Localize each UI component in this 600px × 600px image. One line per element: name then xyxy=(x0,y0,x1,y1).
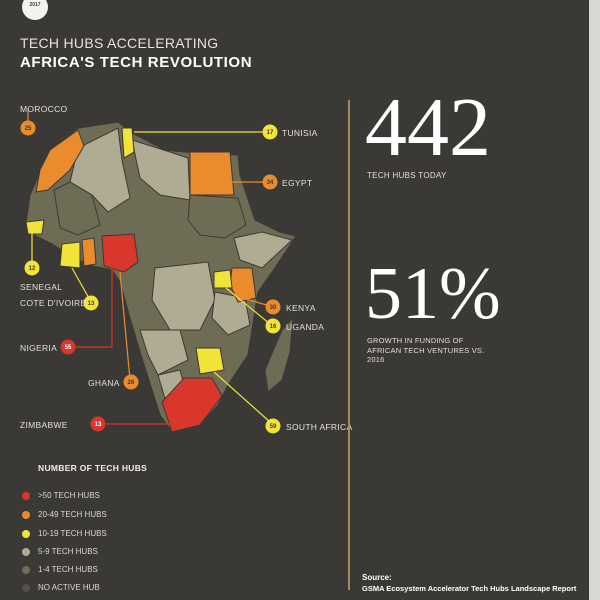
africa-map: 25 17 34 12 13 55 26 30 16 59 13 xyxy=(20,108,297,434)
uganda-badge-value: 16 xyxy=(270,324,277,330)
ghana-leader xyxy=(119,271,131,381)
kenya-badge-value: 30 xyxy=(270,305,277,311)
zimbabwe-badge xyxy=(265,418,281,434)
legend-swatch-dark-olive xyxy=(22,566,30,574)
divider-line xyxy=(348,100,350,590)
legend-label: 5-9 TECH HUBS xyxy=(38,547,98,556)
label-south-africa: ZIMBABWE xyxy=(20,420,68,430)
nigeria-badge xyxy=(60,339,76,355)
angola xyxy=(139,329,189,376)
uganda-badge xyxy=(265,318,281,334)
legend-title: NUMBER OF TECH HUBS xyxy=(38,463,148,473)
source-text: GSMA Ecosystem Accelerator Tech Hubs Lan… xyxy=(362,584,577,593)
legend-label: 10-19 TECH HUBS xyxy=(38,529,107,538)
title-line-2: AFRICA'S TECH REVOLUTION xyxy=(20,54,253,71)
mali xyxy=(53,181,101,236)
morocco-badge-value: 25 xyxy=(25,126,32,132)
ghana-badge-value: 26 xyxy=(128,380,135,386)
legend-label: 1-4 TECH HUBS xyxy=(38,565,98,574)
title-line-1: TECH HUBS ACCELERATING xyxy=(20,35,219,51)
nigeria-leader xyxy=(70,262,113,348)
ghana-badge xyxy=(123,374,139,390)
morocco-badge xyxy=(20,120,36,136)
tunisia-badge xyxy=(262,124,278,140)
congo-drc xyxy=(151,261,216,331)
cote-divoire-leader xyxy=(71,267,91,301)
egypt-badge-value: 34 xyxy=(267,180,274,186)
legend-swatch-no-hub xyxy=(22,584,30,592)
label-zimbabwe: SOUTH AFRICA xyxy=(286,422,353,432)
stat-hubs-caption: TECH HUBS TODAY xyxy=(367,171,447,180)
right-edge-strip xyxy=(589,0,600,600)
egypt-region xyxy=(189,151,235,196)
cote-divoire-badge xyxy=(83,295,99,311)
kenya-badge xyxy=(265,299,281,315)
legend-swatch-light-olive xyxy=(22,548,30,556)
source-label: Source: xyxy=(362,573,392,582)
zimbabwe-badge-value: 59 xyxy=(270,424,277,430)
label-egypt: EGYPT xyxy=(282,178,313,188)
senegal-region xyxy=(25,219,45,235)
south-africa-badge-value: 13 xyxy=(95,422,102,428)
sudan xyxy=(187,194,247,239)
morocco-region xyxy=(35,129,85,193)
label-uganda: UGANDA xyxy=(286,322,325,332)
ethiopia xyxy=(233,231,294,269)
south-africa-badge xyxy=(90,416,106,432)
uganda-leader xyxy=(225,287,271,325)
legend-swatch-orange xyxy=(22,511,30,519)
stat-growth-value: 51% xyxy=(365,253,501,335)
tunisia-badge-value: 17 xyxy=(267,130,274,136)
label-kenya: KENYA xyxy=(286,303,316,313)
egypt-badge xyxy=(262,174,278,190)
cote-divoire-region xyxy=(59,241,81,269)
stat-growth-caption: GROWTH IN FUNDING OF AFRICAN TECH VENTUR… xyxy=(367,336,485,364)
zimbabwe-leader xyxy=(213,371,271,423)
cote-divoire-badge-value: 13 xyxy=(88,301,95,307)
logo xyxy=(22,0,48,20)
senegal-badge xyxy=(24,260,40,276)
legend-swatch-red xyxy=(22,492,30,500)
label-morocco: MOROCCO xyxy=(20,104,68,114)
label-cote-divoire: COTE D'IVOIRE xyxy=(20,298,87,308)
label-nigeria: NIGERIA xyxy=(20,343,58,353)
kenya-leader xyxy=(241,297,271,307)
madagascar xyxy=(264,316,294,393)
legend-label: >50 TECH HUBS xyxy=(38,491,100,500)
nigeria-region xyxy=(101,233,139,273)
legend-swatch-yellow xyxy=(22,530,30,538)
uganda-region xyxy=(213,269,233,289)
south-africa-region xyxy=(161,377,223,433)
tunisia-region xyxy=(121,127,135,159)
legend-label: 20-49 TECH HUBS xyxy=(38,510,107,519)
label-ghana: GHANA xyxy=(88,378,120,388)
legend-label: NO ACTIVE HUB xyxy=(38,583,100,592)
senegal-badge-value: 12 xyxy=(29,266,36,272)
label-senegal: SENEGAL xyxy=(20,282,63,292)
ghana-region xyxy=(81,237,97,267)
zimbabwe-region xyxy=(195,347,225,375)
nigeria-badge-value: 55 xyxy=(65,345,72,351)
label-tunisia: TUNISIA xyxy=(282,128,318,138)
logo-text: 2017 xyxy=(29,2,41,8)
stat-hubs-value: 442 xyxy=(365,81,491,174)
